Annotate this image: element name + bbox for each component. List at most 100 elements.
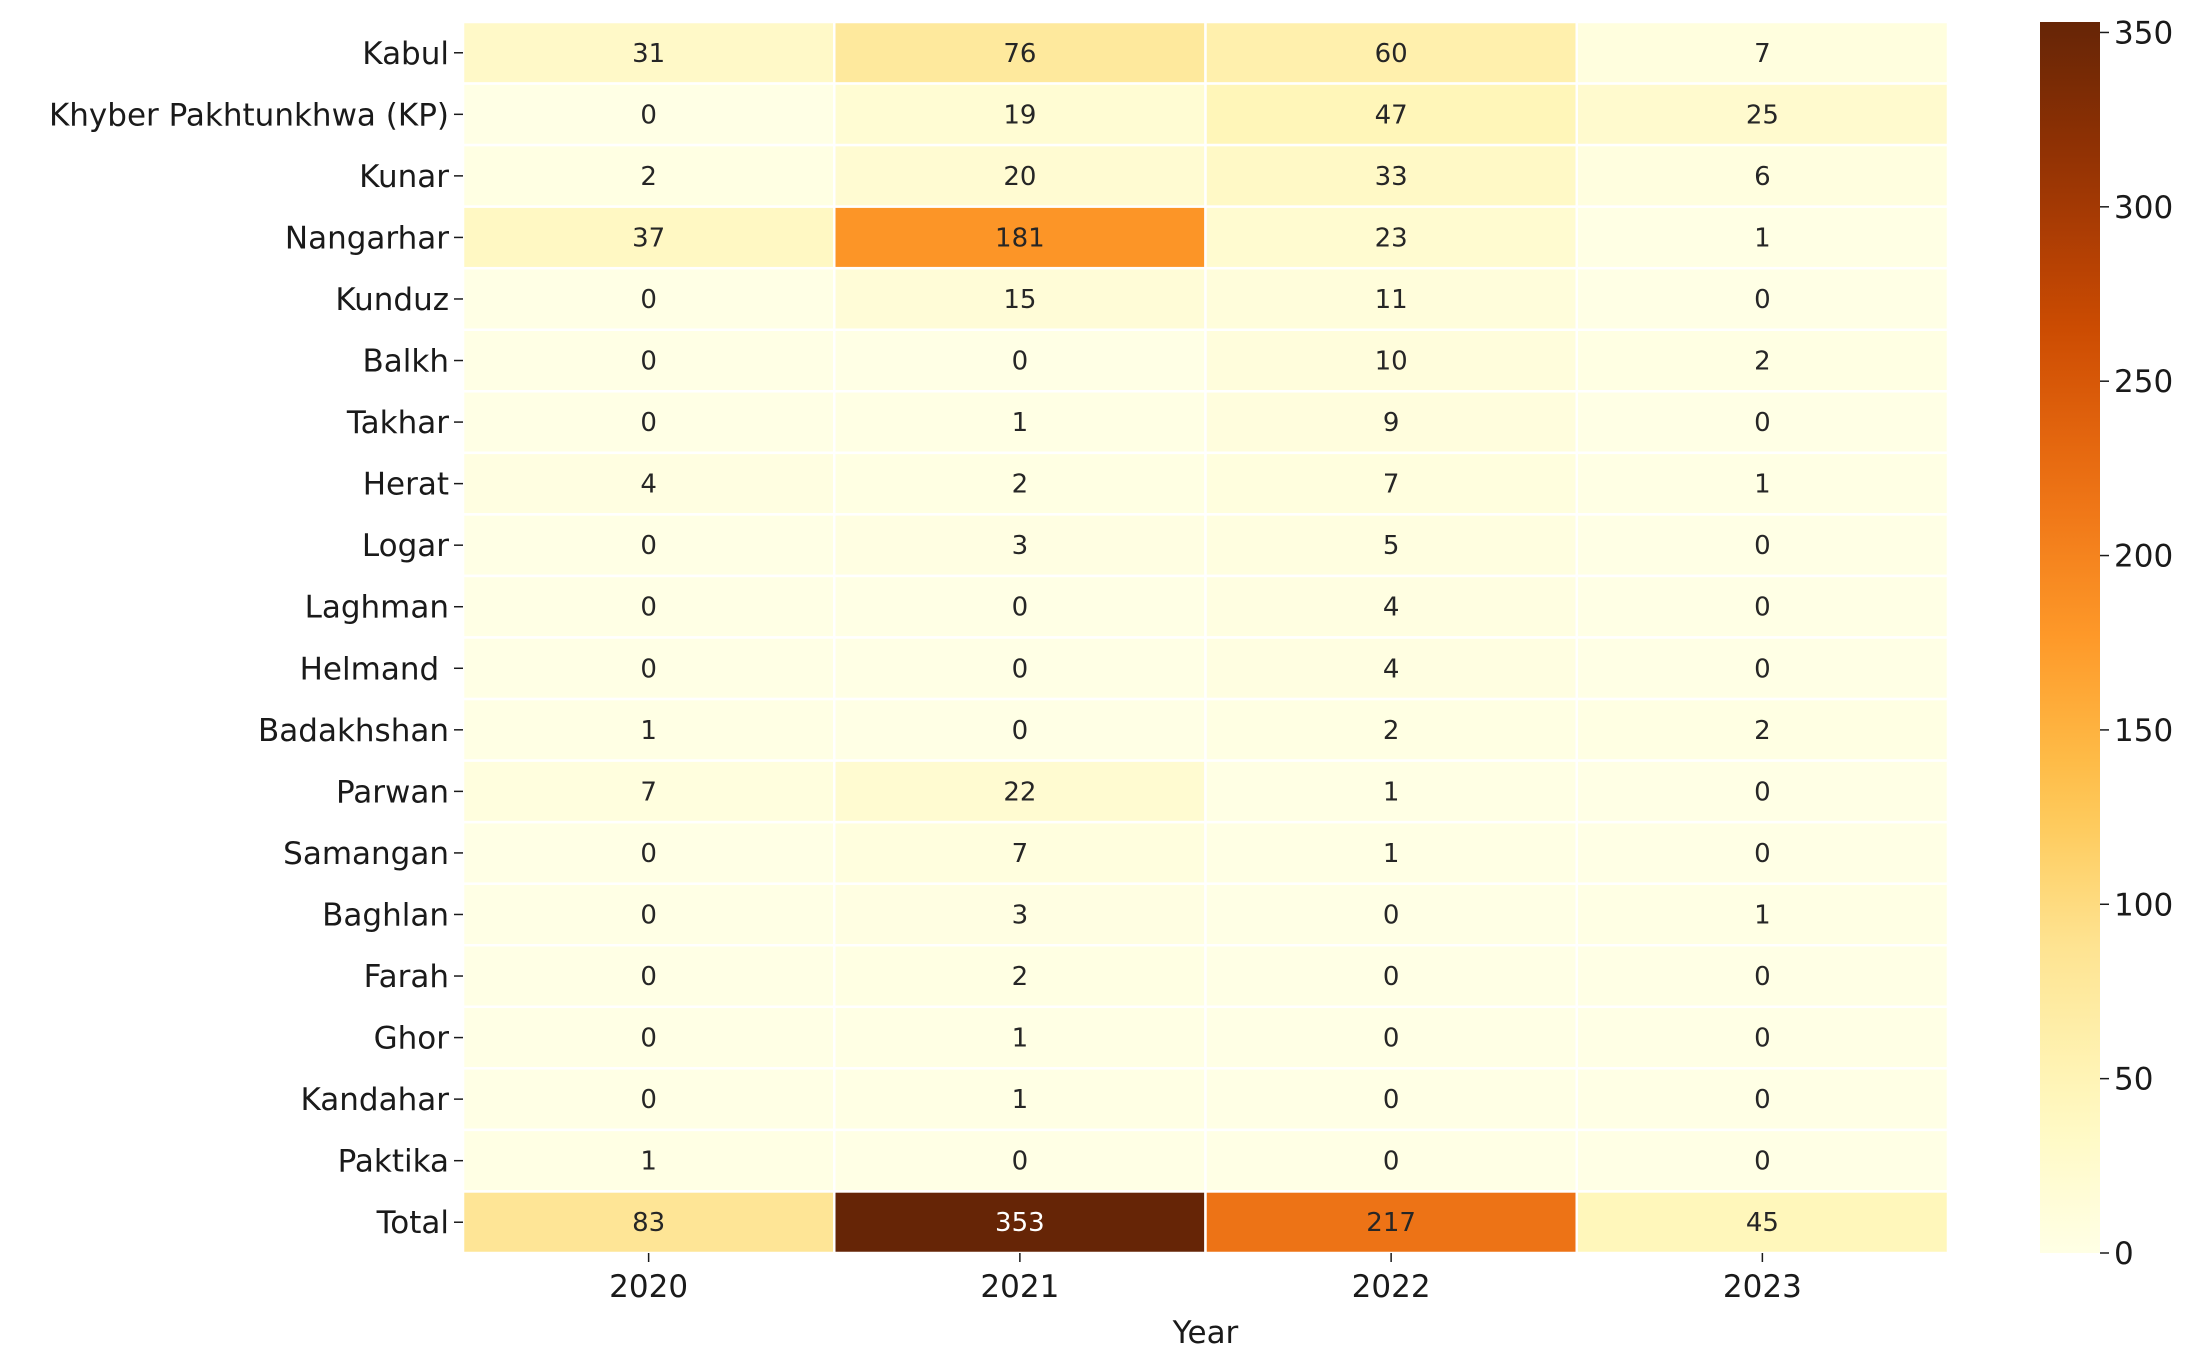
heatmap-cell	[833, 328, 1207, 393]
row-labels: Kabul Khyber Pakhtunkhwa (KP) Kunar Nangarh…	[49, 36, 463, 1241]
cell-value-label: 3	[1012, 531, 1029, 561]
cell-value-label: 2	[1383, 716, 1400, 746]
cell-value-label: 0	[640, 1085, 657, 1115]
column-label: 2022	[1352, 1269, 1431, 1305]
x-axis-title: Year	[1172, 1315, 1239, 1351]
row-label: Balkh	[363, 344, 449, 380]
row-label: Kabul	[362, 36, 449, 72]
heatmap-cell	[1575, 390, 1950, 455]
cell-value-label: 0	[1754, 777, 1771, 807]
heatmap-cell	[461, 944, 836, 1009]
cell-value-label: 0	[1012, 1147, 1029, 1177]
row-label: Samangan	[283, 836, 449, 872]
cell-value-label: 0	[1012, 716, 1029, 746]
row-label: Khyber Pakhtunkhwa (KP)	[49, 97, 449, 133]
heatmap-cell	[833, 20, 1207, 85]
cell-value-label: 353	[995, 1208, 1045, 1238]
cell-value-label: 6	[1754, 162, 1771, 192]
heatmap-cell	[1575, 143, 1950, 208]
heatmap-cell	[833, 1128, 1207, 1193]
heatmap-cell	[1575, 266, 1950, 332]
cell-value-label: 7	[1754, 39, 1771, 69]
colorbar-tick-label: 200	[2114, 539, 2173, 575]
cell-value-label: 0	[1754, 285, 1771, 315]
column-label: 2020	[609, 1269, 688, 1305]
heatmap-cell	[1204, 820, 1578, 885]
cell-value-label: 5	[1383, 531, 1400, 561]
heatmap-cell	[1575, 20, 1950, 85]
cell-value-label: 0	[640, 839, 657, 869]
heatmap-cell	[461, 1190, 836, 1255]
cell-value-label: 37	[632, 223, 665, 253]
cell-value-label: 1	[1383, 839, 1400, 869]
colorbar-tick-label: 100	[2114, 887, 2173, 923]
heatmap-cell	[1204, 1128, 1578, 1193]
cell-value-label: 1	[1012, 408, 1029, 438]
cell-value-label: 0	[640, 347, 657, 377]
cell-value-label: 0	[640, 285, 657, 315]
cell-value-label: 10	[1375, 347, 1408, 377]
cell-value-label: 0	[1012, 593, 1029, 623]
heatmap-cell	[1204, 636, 1578, 701]
heatmap-cell	[833, 1067, 1207, 1132]
heatmap-cell	[833, 205, 1207, 270]
heatmap-cell	[461, 574, 836, 639]
heatmap-cell	[1575, 82, 1950, 147]
cell-value-label: 0	[1754, 1024, 1771, 1054]
cell-value-label: 0	[640, 408, 657, 438]
heatmap-cell	[833, 636, 1207, 701]
cell-value-label: 1	[1754, 900, 1771, 930]
cell-value-label: 0	[1012, 654, 1029, 684]
cell-value-label: 9	[1383, 408, 1400, 438]
colorbar-tick-label: 150	[2114, 713, 2173, 749]
cell-value-label: 3	[1012, 900, 1029, 930]
heatmap-cell	[461, 328, 836, 393]
cell-value-label: 0	[1754, 408, 1771, 438]
column-labels: 2020 2021 2022 2023	[609, 1253, 1802, 1305]
cell-value-label: 0	[1383, 962, 1400, 992]
heatmap-cell	[1204, 390, 1578, 455]
row-label: Takhar	[346, 405, 449, 441]
row-label: Kandahar	[301, 1082, 450, 1118]
row-label: Kunar	[359, 159, 449, 195]
cell-value-label: 2	[640, 162, 657, 192]
row-label: Nangarhar	[285, 220, 449, 256]
cell-value-label: 1	[1012, 1085, 1029, 1115]
column-label: 2021	[980, 1269, 1059, 1305]
cell-value-label: 83	[632, 1208, 665, 1238]
cell-value-label: 217	[1366, 1208, 1416, 1238]
heatmap-cell	[833, 82, 1207, 147]
cell-value-label: 33	[1375, 162, 1408, 192]
cell-value-label: 1	[640, 716, 657, 746]
heatmap-cell	[833, 1190, 1207, 1255]
heatmap-cell	[833, 266, 1207, 332]
heatmap-cell	[1204, 1190, 1578, 1255]
row-label: Logar	[362, 528, 449, 564]
cell-value-label: 2	[1754, 716, 1771, 746]
heatmap-cell	[1575, 1005, 1950, 1070]
heatmap-cell	[833, 143, 1207, 208]
heatmap-cell	[461, 697, 836, 762]
heatmap-cell	[1575, 759, 1950, 824]
cell-value-label: 0	[1383, 1085, 1400, 1115]
row-label: Laghman	[305, 590, 449, 626]
cell-value-label: 76	[1003, 39, 1036, 69]
heatmap-cell	[1575, 636, 1950, 701]
cell-value-label: 0	[1383, 1147, 1400, 1177]
cell-value-label: 1	[640, 1147, 657, 1177]
cell-value-label: 31	[632, 39, 665, 69]
cell-value-label: 22	[1003, 777, 1036, 807]
heatmap-cell	[1204, 266, 1578, 332]
cell-value-label: 0	[1754, 1085, 1771, 1115]
heatmap-cells: 31 76 60 70 19 47 252 20 33 637 181 23 10 15 11 00 0 10 20…	[461, 20, 1950, 1255]
heatmap-cell	[461, 1128, 836, 1193]
heatmap-cell	[1204, 697, 1578, 762]
row-label: Baghlan	[322, 897, 449, 933]
heatmap-cell	[1204, 759, 1578, 824]
heatmap-cell	[461, 20, 836, 85]
cell-value-label: 0	[1383, 900, 1400, 930]
row-label: Ghor	[374, 1021, 450, 1057]
heatmap-cell	[1575, 697, 1950, 762]
heatmap-cell	[1204, 574, 1578, 639]
